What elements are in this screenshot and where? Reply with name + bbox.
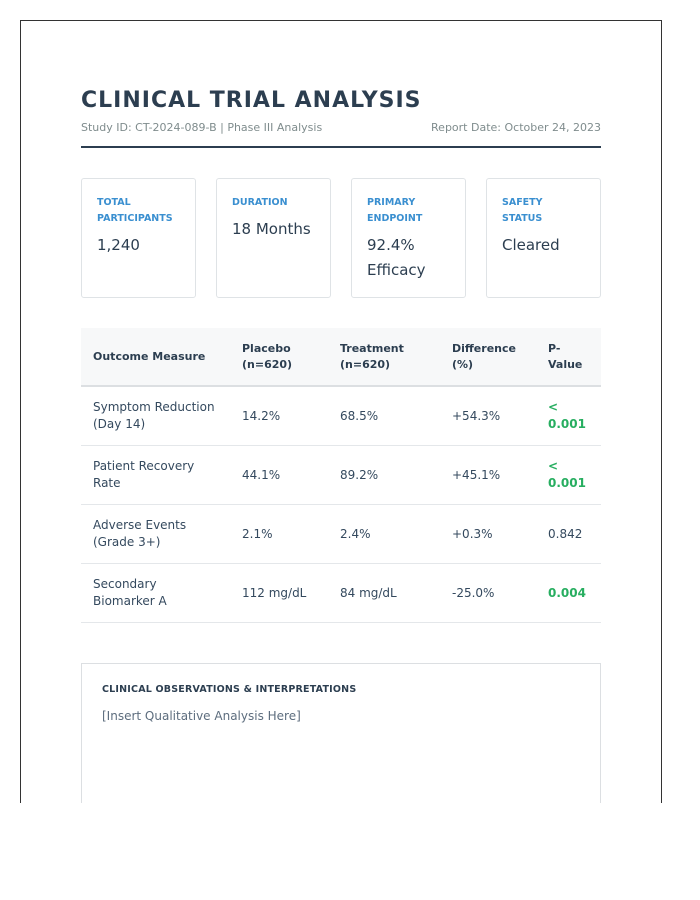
cell-p-value: < 0.001 <box>536 445 601 505</box>
report-date: Report Date: October 24, 2023 <box>431 121 601 134</box>
column-header: Treatment (n=620) <box>328 328 440 387</box>
cell-difference: +0.3% <box>440 504 536 564</box>
cell-difference: +45.1% <box>440 445 536 505</box>
summary-cards: TOTAL PARTICIPANTS 1,240 DURATION 18 Mon… <box>81 178 601 298</box>
cell-placebo: 112 mg/dL <box>230 563 328 623</box>
cell-p-value: 0.004 <box>536 563 601 623</box>
cell-treatment: 84 mg/dL <box>328 563 440 623</box>
cell-measure: Patient Recovery Rate <box>81 445 230 505</box>
cell-treatment: 68.5% <box>328 386 440 446</box>
cell-p-value: < 0.001 <box>536 386 601 446</box>
card-label: TOTAL PARTICIPANTS <box>97 197 173 224</box>
card-duration: DURATION 18 Months <box>216 178 331 298</box>
card-value: 92.4% Efficacy <box>367 236 426 279</box>
cell-measure: Symptom Reduction (Day 14) <box>81 386 230 446</box>
table-row: Patient Recovery Rate 44.1% 89.2% +45.1%… <box>81 445 601 505</box>
report-content: CLINICAL TRIAL ANALYSIS Study ID: CT-202… <box>81 85 601 803</box>
column-header: Outcome Measure <box>81 328 230 387</box>
cell-placebo: 44.1% <box>230 445 328 505</box>
cell-treatment: 2.4% <box>328 504 440 564</box>
card-label: PRIMARY ENDPOINT <box>367 197 423 224</box>
report-meta: Study ID: CT-2024-089-B | Phase III Anal… <box>81 121 601 148</box>
table-row: Adverse Events (Grade 3+) 2.1% 2.4% +0.3… <box>81 504 601 564</box>
observations-text: [Insert Qualitative Analysis Here] <box>102 709 301 723</box>
card-value: 18 Months <box>232 220 311 238</box>
cell-treatment: 89.2% <box>328 445 440 505</box>
card-safety-status: SAFETY STATUS Cleared <box>486 178 601 298</box>
card-primary-endpoint: PRIMARY ENDPOINT 92.4% Efficacy <box>351 178 466 298</box>
column-header: P-Value <box>536 328 601 387</box>
observations-title: CLINICAL OBSERVATIONS & INTERPRETATIONS <box>102 684 357 695</box>
card-total-participants: TOTAL PARTICIPANTS 1,240 <box>81 178 196 298</box>
cell-difference: -25.0% <box>440 563 536 623</box>
column-header: Difference (%) <box>440 328 536 387</box>
card-value: 1,240 <box>97 236 140 254</box>
outcomes-table: Outcome Measure Placebo (n=620) Treatmen… <box>81 328 601 623</box>
card-label: SAFETY STATUS <box>502 197 543 224</box>
table-row: Symptom Reduction (Day 14) 14.2% 68.5% +… <box>81 386 601 446</box>
cell-p-value: 0.842 <box>536 504 601 564</box>
cell-measure: Secondary Biomarker A <box>81 563 230 623</box>
cell-placebo: 2.1% <box>230 504 328 564</box>
observations-box: CLINICAL OBSERVATIONS & INTERPRETATIONS … <box>81 663 601 803</box>
page-title: CLINICAL TRIAL ANALYSIS <box>81 88 422 113</box>
cell-measure: Adverse Events (Grade 3+) <box>81 504 230 564</box>
table-row: Secondary Biomarker A 112 mg/dL 84 mg/dL… <box>81 563 601 623</box>
column-header: Placebo (n=620) <box>230 328 328 387</box>
cell-difference: +54.3% <box>440 386 536 446</box>
cell-placebo: 14.2% <box>230 386 328 446</box>
card-label: DURATION <box>232 197 288 208</box>
card-value: Cleared <box>502 236 560 254</box>
study-info: Study ID: CT-2024-089-B | Phase III Anal… <box>81 121 323 134</box>
table-header-row: Outcome Measure Placebo (n=620) Treatmen… <box>81 328 601 387</box>
report-page: CLINICAL TRIAL ANALYSIS Study ID: CT-202… <box>20 20 662 803</box>
